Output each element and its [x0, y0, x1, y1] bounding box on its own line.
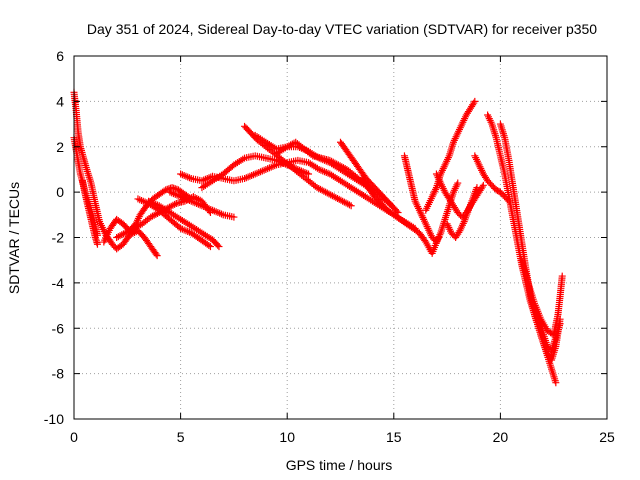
series-track-x	[531, 302, 564, 355]
x-tick-label: 10	[279, 429, 295, 445]
data-point	[470, 99, 478, 107]
series-track-d	[100, 184, 195, 246]
series-track-j	[198, 152, 313, 192]
x-tick-label: 25	[599, 429, 615, 445]
data-point	[153, 252, 161, 260]
data-points	[70, 88, 566, 387]
series-track-s	[443, 184, 481, 241]
data-point	[215, 243, 223, 251]
data-point	[93, 240, 101, 248]
series-track-r	[432, 170, 487, 221]
series-track-c	[79, 177, 101, 248]
data-point	[345, 201, 353, 209]
series-track-a	[70, 88, 161, 260]
x-tick-label: 0	[70, 429, 78, 445]
series-track-p	[400, 152, 462, 246]
y-tick-label: 4	[56, 93, 64, 109]
data-point	[479, 181, 487, 189]
x-tick-label: 5	[177, 429, 185, 445]
data-point	[454, 179, 462, 187]
y-tick-label: 2	[56, 139, 64, 155]
y-tick-label: 6	[56, 48, 64, 64]
data-point	[171, 200, 179, 208]
data-point	[473, 184, 481, 192]
chart-title: Day 351 of 2024, Sidereal Day-to-day VTE…	[87, 21, 597, 37]
data-point	[558, 272, 566, 280]
data-point	[455, 228, 463, 236]
data-point	[214, 241, 222, 249]
data-point	[552, 379, 560, 387]
data-point	[160, 187, 168, 195]
series-track-f	[134, 195, 214, 251]
data-point	[230, 213, 238, 221]
series-track-k	[241, 122, 355, 210]
x-tick-label: 15	[386, 429, 402, 445]
y-tick-label: -10	[44, 411, 64, 427]
x-tick-label: 20	[493, 429, 509, 445]
data-point	[393, 207, 401, 215]
y-tick-label: -4	[52, 275, 65, 291]
grid-lines	[74, 56, 607, 419]
axes: 0 5 10 15 20 25 -10 -8 -6 -4 -2 0 2 4 6	[44, 48, 615, 445]
data-point	[205, 241, 213, 249]
data-point	[556, 320, 564, 328]
plot-frame	[73, 55, 608, 420]
data-point	[152, 250, 160, 258]
y-axis-title: SDTVAR / TECUs	[6, 182, 22, 294]
data-point	[347, 202, 355, 210]
data-point	[471, 97, 479, 105]
y-tick-label: -2	[52, 230, 65, 246]
y-tick-label: -6	[52, 320, 65, 336]
series-track-o	[358, 175, 443, 257]
y-tick-label: -8	[52, 366, 65, 382]
data-point	[206, 243, 214, 251]
y-tick-label: 0	[56, 184, 64, 200]
x-axis-title: GPS time / hours	[286, 457, 393, 473]
data-point	[305, 170, 313, 178]
series-track-n	[337, 138, 402, 217]
series-track-g	[145, 197, 223, 251]
series-track-h	[166, 188, 238, 221]
